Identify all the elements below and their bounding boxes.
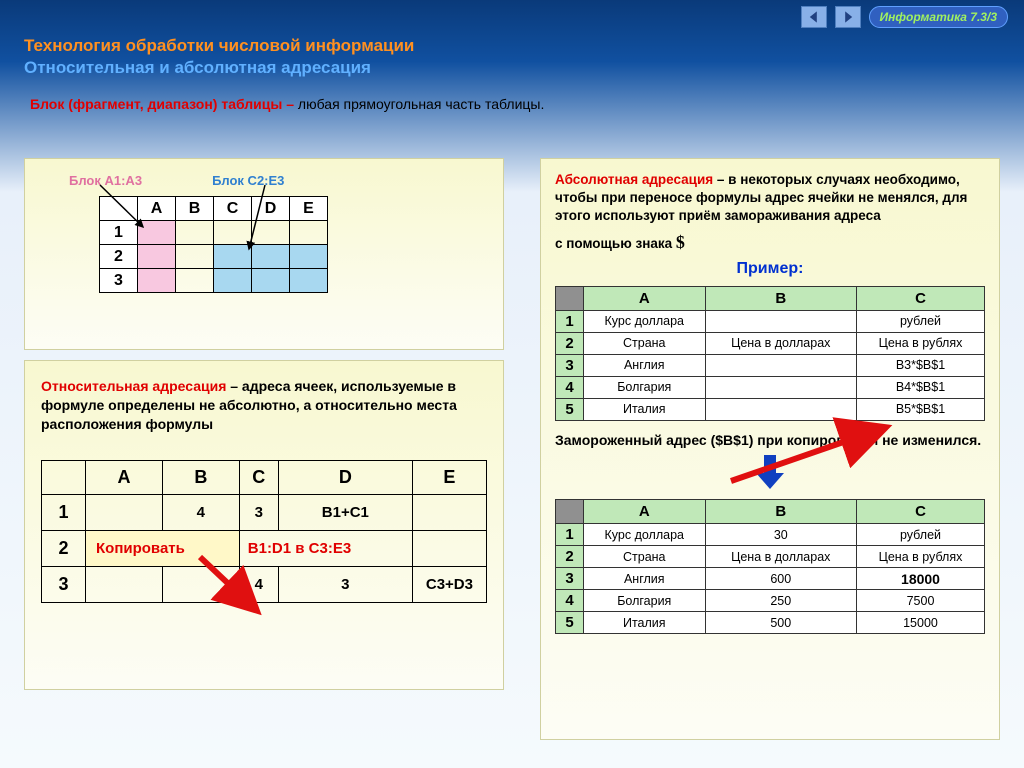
label-block-c2e3: Блок C2:E3 — [212, 173, 284, 188]
panel-absolute-addressing: Абсолютная адресация – в некоторых случа… — [540, 158, 1000, 740]
panel-relative-addressing: Относительная адресация – адреса ячеек, … — [24, 360, 504, 690]
mini-spreadsheet-grid: ABCDE123 — [99, 196, 328, 293]
course-badge: Информатика 7.3/3 — [869, 6, 1008, 28]
relative-example-grid: ABCDE143B1+C12КопироватьB1:D1 в C3:E3343… — [41, 460, 487, 603]
relative-def-text: Относительная адресация – адреса ячеек, … — [41, 377, 487, 434]
nav-prev-button[interactable] — [801, 6, 827, 28]
absolute-def-text: Абсолютная адресация – в некоторых случа… — [555, 171, 985, 226]
panel-block-illustration: Блок A1:A3 Блок C2:E3 ABCDE123 — [24, 158, 504, 350]
page-title-2: Относительная и абсолютная адресация — [24, 58, 414, 78]
arrow-down-icon — [750, 453, 790, 491]
frozen-address-note: Замороженный адрес ($B$1) при копировани… — [555, 431, 985, 449]
page-title-1: Технология обработки числовой информации — [24, 36, 414, 56]
nav-next-button[interactable] — [835, 6, 861, 28]
dollar-sign: $ — [676, 232, 685, 252]
dollar-prefix: c помощью знака — [555, 236, 676, 251]
example-table-2: ABC1Курс доллара30рублей2СтранаЦена в до… — [555, 499, 985, 634]
example-table-1: ABC1Курс долларарублей2СтранаЦена в долл… — [555, 286, 985, 421]
block-definition: Блок (фрагмент, диапазон) таблицы – люба… — [30, 96, 544, 112]
example-label: Пример: — [555, 260, 985, 278]
label-block-a1a3: Блок A1:A3 — [69, 173, 142, 188]
